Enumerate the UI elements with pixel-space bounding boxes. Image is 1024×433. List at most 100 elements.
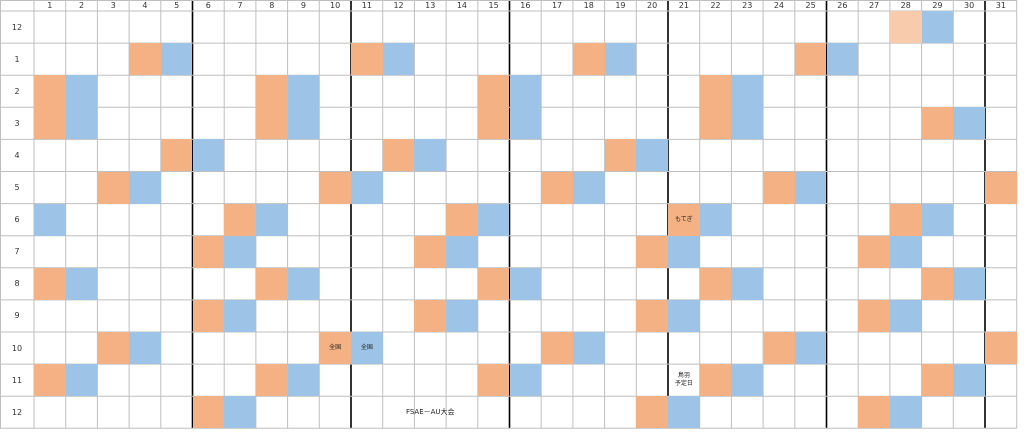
schedule-cell[interactable] (446, 299, 478, 332)
schedule-cell[interactable] (794, 171, 827, 204)
schedule-cell[interactable] (985, 332, 1017, 365)
schedule-cell[interactable] (255, 75, 288, 108)
schedule-cell[interactable] (826, 43, 859, 76)
schedule-cell[interactable] (351, 171, 383, 204)
schedule-cell[interactable] (477, 267, 510, 300)
schedule-cell[interactable] (636, 396, 668, 429)
schedule-cell[interactable] (129, 43, 161, 76)
schedule-cell[interactable] (921, 203, 954, 236)
schedule-cell[interactable] (192, 235, 225, 268)
schedule-cell[interactable] (953, 364, 985, 397)
schedule-cell[interactable] (889, 235, 922, 268)
schedule-cell[interactable] (382, 43, 415, 76)
schedule-cell[interactable] (414, 139, 447, 172)
schedule-cell[interactable] (858, 235, 890, 268)
schedule-cell[interactable] (572, 43, 605, 76)
schedule-cell[interactable] (255, 364, 288, 397)
schedule-cell[interactable] (65, 364, 98, 397)
schedule-cell[interactable] (34, 267, 66, 300)
schedule-cell[interactable] (731, 364, 764, 397)
schedule-cell[interactable] (921, 107, 954, 140)
schedule-cell[interactable] (65, 267, 98, 300)
schedule-cell[interactable] (34, 364, 66, 397)
schedule-cell[interactable] (699, 267, 732, 300)
schedule-cell[interactable] (509, 107, 542, 140)
schedule-cell[interactable] (255, 267, 288, 300)
schedule-cell[interactable] (953, 267, 985, 300)
schedule-cell[interactable] (351, 332, 383, 365)
schedule-cell[interactable] (34, 75, 66, 108)
schedule-cell[interactable] (192, 139, 225, 172)
schedule-cell[interactable] (604, 43, 637, 76)
schedule-cell[interactable] (255, 107, 288, 140)
schedule-cell[interactable] (224, 235, 256, 268)
schedule-cell[interactable] (509, 267, 542, 300)
schedule-cell[interactable] (794, 332, 827, 365)
schedule-cell[interactable] (414, 299, 447, 332)
schedule-cell[interactable] (889, 396, 922, 429)
schedule-cell[interactable] (129, 171, 161, 204)
schedule-cell[interactable] (889, 11, 922, 44)
schedule-cell[interactable] (572, 171, 605, 204)
schedule-cell[interactable] (319, 332, 351, 365)
schedule-cell[interactable] (224, 203, 256, 236)
schedule-cell[interactable] (636, 235, 668, 268)
schedule-cell[interactable] (224, 299, 256, 332)
schedule-cell[interactable] (319, 171, 351, 204)
schedule-cell[interactable] (699, 75, 732, 108)
schedule-cell[interactable] (889, 203, 922, 236)
schedule-cell[interactable] (604, 139, 637, 172)
schedule-cell[interactable] (509, 364, 542, 397)
schedule-cell[interactable] (763, 332, 795, 365)
schedule-cell[interactable] (921, 364, 954, 397)
schedule-cell[interactable] (255, 203, 288, 236)
schedule-cell[interactable] (97, 171, 130, 204)
schedule-cell[interactable] (477, 203, 510, 236)
schedule-cell[interactable] (97, 332, 130, 365)
schedule-cell[interactable] (34, 107, 66, 140)
schedule-cell[interactable] (794, 43, 827, 76)
schedule-cell[interactable] (985, 171, 1017, 204)
schedule-cell[interactable] (446, 235, 478, 268)
schedule-cell[interactable] (477, 75, 510, 108)
schedule-cell[interactable] (160, 43, 193, 76)
schedule-cell[interactable] (287, 267, 320, 300)
schedule-cell[interactable] (889, 299, 922, 332)
schedule-cell[interactable] (921, 11, 954, 44)
schedule-cell[interactable] (160, 139, 193, 172)
schedule-cell[interactable] (65, 107, 98, 140)
schedule-cell[interactable] (34, 203, 66, 236)
schedule-cell[interactable] (446, 203, 478, 236)
schedule-cell[interactable] (224, 396, 256, 429)
schedule-cell[interactable] (699, 364, 732, 397)
schedule-cell[interactable] (541, 171, 573, 204)
schedule-cell[interactable] (509, 75, 542, 108)
schedule-cell[interactable] (636, 299, 668, 332)
schedule-cell[interactable] (636, 139, 668, 172)
schedule-cell[interactable] (699, 107, 732, 140)
schedule-cell[interactable] (858, 299, 890, 332)
schedule-cell[interactable] (382, 139, 415, 172)
schedule-cell[interactable] (731, 267, 764, 300)
schedule-cell[interactable] (541, 332, 573, 365)
schedule-cell[interactable] (731, 107, 764, 140)
schedule-cell[interactable] (477, 107, 510, 140)
schedule-cell[interactable] (287, 75, 320, 108)
schedule-cell[interactable] (668, 299, 700, 332)
schedule-cell[interactable] (668, 396, 700, 429)
schedule-cell[interactable] (351, 43, 383, 76)
schedule-cell[interactable] (287, 364, 320, 397)
schedule-cell[interactable] (858, 396, 890, 429)
schedule-cell[interactable] (668, 203, 700, 236)
schedule-cell[interactable] (287, 107, 320, 140)
schedule-cell[interactable] (699, 203, 732, 236)
schedule-cell[interactable] (192, 396, 225, 429)
schedule-cell[interactable] (731, 75, 764, 108)
schedule-cell[interactable] (763, 171, 795, 204)
schedule-cell[interactable] (921, 267, 954, 300)
schedule-cell[interactable] (668, 235, 700, 268)
schedule-cell[interactable] (192, 299, 225, 332)
schedule-cell[interactable] (414, 235, 447, 268)
schedule-cell[interactable] (129, 332, 161, 365)
schedule-cell[interactable] (572, 332, 605, 365)
